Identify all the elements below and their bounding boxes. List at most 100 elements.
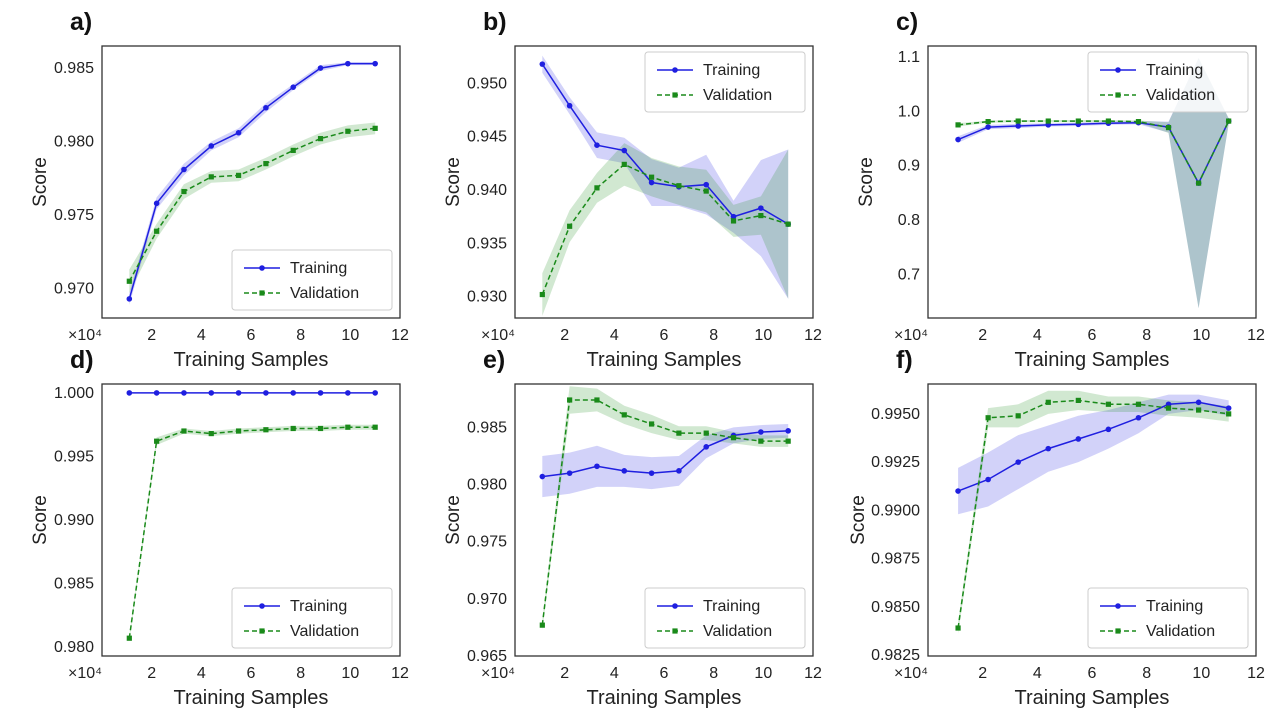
confidence-band-training (542, 424, 789, 498)
x-tick-label: 4 (197, 665, 206, 682)
data-point-validation (372, 125, 378, 131)
legend-marker-training (259, 603, 265, 609)
x-tick-label: 12 (804, 327, 822, 344)
data-point-training (1015, 459, 1021, 465)
data-point-training (345, 390, 351, 396)
legend-box (644, 51, 806, 113)
data-point-training (1075, 436, 1082, 442)
data-point-training (955, 136, 961, 143)
x-tick-label: 12 (1247, 327, 1265, 344)
x-tick-label: 2 (560, 665, 569, 682)
series-line-validation (541, 163, 789, 295)
legend-label-training: Training (290, 598, 347, 615)
data-point-validation (676, 183, 682, 189)
data-point-training (208, 143, 215, 149)
y-tick-label: 0.985 (54, 576, 94, 593)
y-tick-label: 0.965 (467, 648, 507, 665)
x-tick-label: 2 (147, 665, 156, 682)
data-point-validation (539, 291, 545, 298)
legend-marker-validation (1115, 92, 1121, 98)
data-point-training (1105, 426, 1112, 433)
data-point-training (1015, 123, 1021, 129)
data-point-validation (1196, 180, 1202, 186)
y-tick-label: 0.9875 (871, 551, 920, 568)
data-point-training (263, 390, 269, 396)
x-axis-label: Training Samples (1015, 349, 1170, 371)
data-point-validation (676, 430, 682, 436)
x-tick-label: 8 (296, 327, 305, 344)
data-point-training (208, 390, 215, 396)
legend: Training Validation (1087, 587, 1249, 649)
data-point-validation (290, 147, 296, 153)
x-tick-label: 2 (978, 327, 987, 344)
y-tick-label: 0.980 (467, 477, 507, 494)
chart-panel-4: d) 2 4 6 8 10 12 ×10⁴ 0.980 0.985 0.990 0.995 1.000 T… (30, 346, 409, 709)
data-point-validation (730, 218, 737, 224)
x-tick-label: 6 (247, 327, 256, 344)
y-tick-label: 0.9 (898, 158, 920, 175)
x-tick-label: 8 (1142, 327, 1151, 344)
series-line-validation (128, 127, 376, 282)
chart-panel-3: c) 2 4 6 8 10 12 ×10⁴ 0.7 0.8 0.9 1.0 1.1 Training Sa… (856, 8, 1265, 371)
data-point-validation (703, 430, 709, 436)
data-layer (955, 390, 1232, 634)
x-tick-label: 12 (1247, 665, 1265, 682)
data-point-validation (181, 428, 187, 434)
data-point-validation (730, 435, 737, 441)
x-multiplier-label: ×10⁴ (68, 665, 102, 682)
data-point-training (758, 205, 764, 211)
x-tick-label: 2 (560, 327, 569, 344)
y-axis-label: Score (30, 495, 51, 545)
x-multiplier-label: ×10⁴ (68, 327, 102, 344)
x-tick-label: 6 (1088, 327, 1097, 344)
data-point-training (1225, 405, 1232, 411)
data-point-training (372, 60, 378, 67)
y-tick-label: 0.945 (467, 129, 507, 146)
legend-label-validation: Validation (703, 623, 772, 640)
y-tick-label: 0.950 (467, 75, 507, 92)
y-tick-label: 1.0 (898, 103, 920, 120)
legend-label-validation: Validation (1146, 623, 1215, 640)
confidence-band-validation (542, 386, 789, 630)
legend: Training Validation (231, 587, 393, 649)
data-point-validation (785, 221, 791, 227)
x-tick-label: 10 (341, 327, 359, 344)
data-point-training (621, 468, 628, 474)
legend-marker-training (672, 67, 678, 73)
x-multiplier-label: ×10⁴ (894, 327, 928, 344)
data-point-training (126, 296, 133, 302)
x-tick-label: 8 (709, 327, 718, 344)
data-point-validation (1196, 407, 1202, 413)
data-point-training (594, 463, 600, 470)
data-point-training (566, 470, 573, 476)
data-point-validation (1015, 413, 1021, 419)
y-tick-label: 0.975 (54, 207, 94, 224)
x-tick-label: 10 (754, 665, 772, 682)
data-point-training (730, 213, 737, 220)
data-point-training (317, 65, 324, 71)
x-multiplier-label: ×10⁴ (894, 665, 928, 682)
x-tick-label: 8 (709, 665, 718, 682)
x-axis-label: Training Samples (587, 687, 742, 709)
x-tick-label: 4 (610, 665, 619, 682)
panel-letter: d) (70, 346, 94, 374)
data-point-training (263, 104, 269, 111)
data-point-validation (1165, 125, 1172, 131)
y-tick-label: 0.975 (467, 534, 507, 551)
legend: Training Validation (231, 249, 393, 311)
legend-label-training: Training (290, 260, 347, 277)
legend-label-training: Training (703, 62, 760, 79)
legend-box (1087, 587, 1249, 649)
legend-label-training: Training (703, 598, 760, 615)
series-line-training (542, 430, 789, 478)
x-tick-label: 10 (341, 665, 359, 682)
data-point-validation (290, 425, 296, 432)
data-layer (539, 55, 791, 316)
y-tick-label: 0.9850 (871, 599, 920, 616)
data-point-training (153, 200, 160, 207)
data-point-validation (317, 425, 324, 432)
data-point-training (703, 181, 710, 188)
series-line-validation (128, 426, 376, 639)
x-tick-label: 12 (391, 665, 409, 682)
data-point-validation (1226, 118, 1232, 124)
